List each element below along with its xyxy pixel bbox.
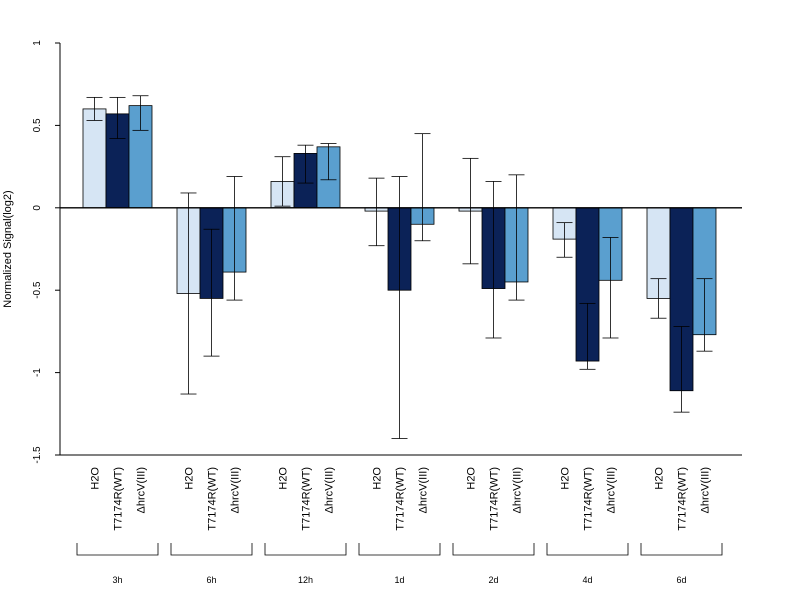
group-label: 4d bbox=[582, 575, 592, 585]
y-axis-label: Normalized Signal(log2) bbox=[2, 190, 14, 307]
group-label: 6d bbox=[676, 575, 686, 585]
x-category-label: ΔhrcV(III) bbox=[606, 467, 618, 513]
x-category-label: T7174R(WT) bbox=[489, 467, 501, 531]
x-category-label: H2O bbox=[654, 467, 666, 490]
x-category-label: T7174R(WT) bbox=[677, 467, 689, 531]
y-tick-label: 0.5 bbox=[32, 118, 43, 132]
y-tick-label: 1 bbox=[32, 40, 43, 46]
x-category-label: H2O bbox=[560, 467, 572, 490]
x-category-label: ΔhrcV(III) bbox=[136, 467, 148, 513]
x-category-label: T7174R(WT) bbox=[113, 467, 125, 531]
y-tick-label: -0.5 bbox=[32, 281, 43, 299]
x-category-label: ΔhrcV(III) bbox=[324, 467, 336, 513]
y-tick-label: -1 bbox=[32, 368, 43, 377]
x-category-label: H2O bbox=[278, 467, 290, 490]
bar bbox=[82, 108, 107, 209]
x-category-label: ΔhrcV(III) bbox=[512, 467, 524, 513]
x-category-label: H2O bbox=[466, 467, 478, 490]
x-category-label: ΔhrcV(III) bbox=[230, 467, 242, 513]
group-bracket bbox=[640, 543, 723, 556]
x-category-label: T7174R(WT) bbox=[395, 467, 407, 531]
x-category-label: T7174R(WT) bbox=[301, 467, 313, 531]
group-bracket bbox=[76, 543, 159, 556]
group-label: 3h bbox=[112, 575, 122, 585]
x-category-label: T7174R(WT) bbox=[583, 467, 595, 531]
group-label: 6h bbox=[206, 575, 216, 585]
x-category-label: ΔhrcV(III) bbox=[700, 467, 712, 513]
group-bracket bbox=[452, 543, 535, 556]
group-label: 12h bbox=[298, 575, 313, 585]
x-category-label: H2O bbox=[90, 467, 102, 490]
group-label: 1d bbox=[394, 575, 404, 585]
group-bracket bbox=[358, 543, 441, 556]
x-category-label: T7174R(WT) bbox=[207, 467, 219, 531]
group-label: 2d bbox=[488, 575, 498, 585]
x-category-label: H2O bbox=[372, 467, 384, 490]
group-bracket bbox=[546, 543, 629, 556]
group-bracket bbox=[170, 543, 253, 556]
group-bracket bbox=[264, 543, 347, 556]
x-category-label: H2O bbox=[184, 467, 196, 490]
y-tick-label: -1.5 bbox=[32, 446, 43, 464]
x-category-label: ΔhrcV(III) bbox=[418, 467, 430, 513]
y-tick-label: 0 bbox=[32, 205, 43, 211]
